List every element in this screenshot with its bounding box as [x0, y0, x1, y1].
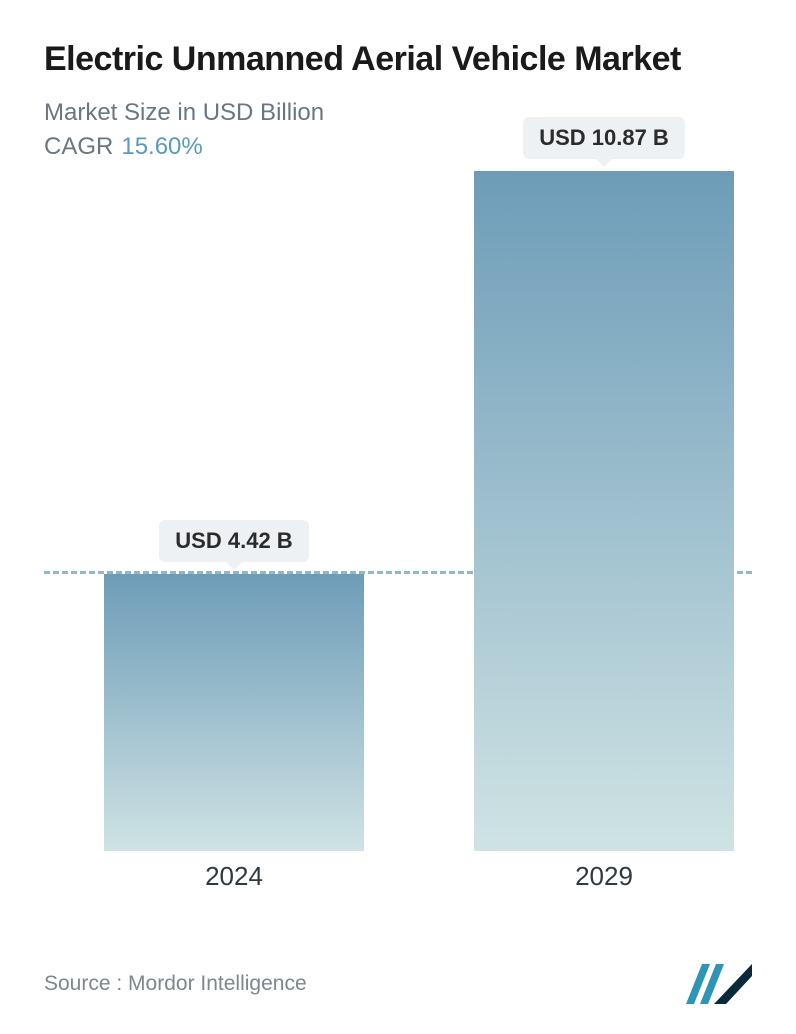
bar	[474, 171, 734, 851]
brand-logo-icon	[686, 964, 752, 1004]
cagr-label: CAGR	[44, 133, 113, 160]
x-axis-labels: 2024 2029	[44, 861, 752, 911]
x-axis-label: 2024	[205, 861, 263, 892]
chart-area: USD 4.42 BUSD 10.87 B 2024 2029	[44, 171, 752, 955]
source-text: Source : Mordor Intelligence	[44, 972, 307, 996]
bar-value-label-wrap: USD 4.42 B	[104, 520, 364, 562]
bar-value-label: USD 4.42 B	[159, 520, 308, 562]
chart-title: Electric Unmanned Aerial Vehicle Market	[44, 38, 752, 81]
cagr-value: 15.60%	[121, 133, 202, 160]
footer: Source : Mordor Intelligence	[44, 954, 752, 1004]
bar-value-label: USD 10.87 B	[523, 117, 685, 159]
bar-value-label-wrap: USD 10.87 B	[474, 117, 734, 159]
chart-card: Electric Unmanned Aerial Vehicle Market …	[0, 0, 796, 1034]
x-axis-label: 2029	[575, 861, 633, 892]
plot-region: USD 4.42 BUSD 10.87 B	[44, 171, 752, 851]
bar	[104, 574, 364, 851]
